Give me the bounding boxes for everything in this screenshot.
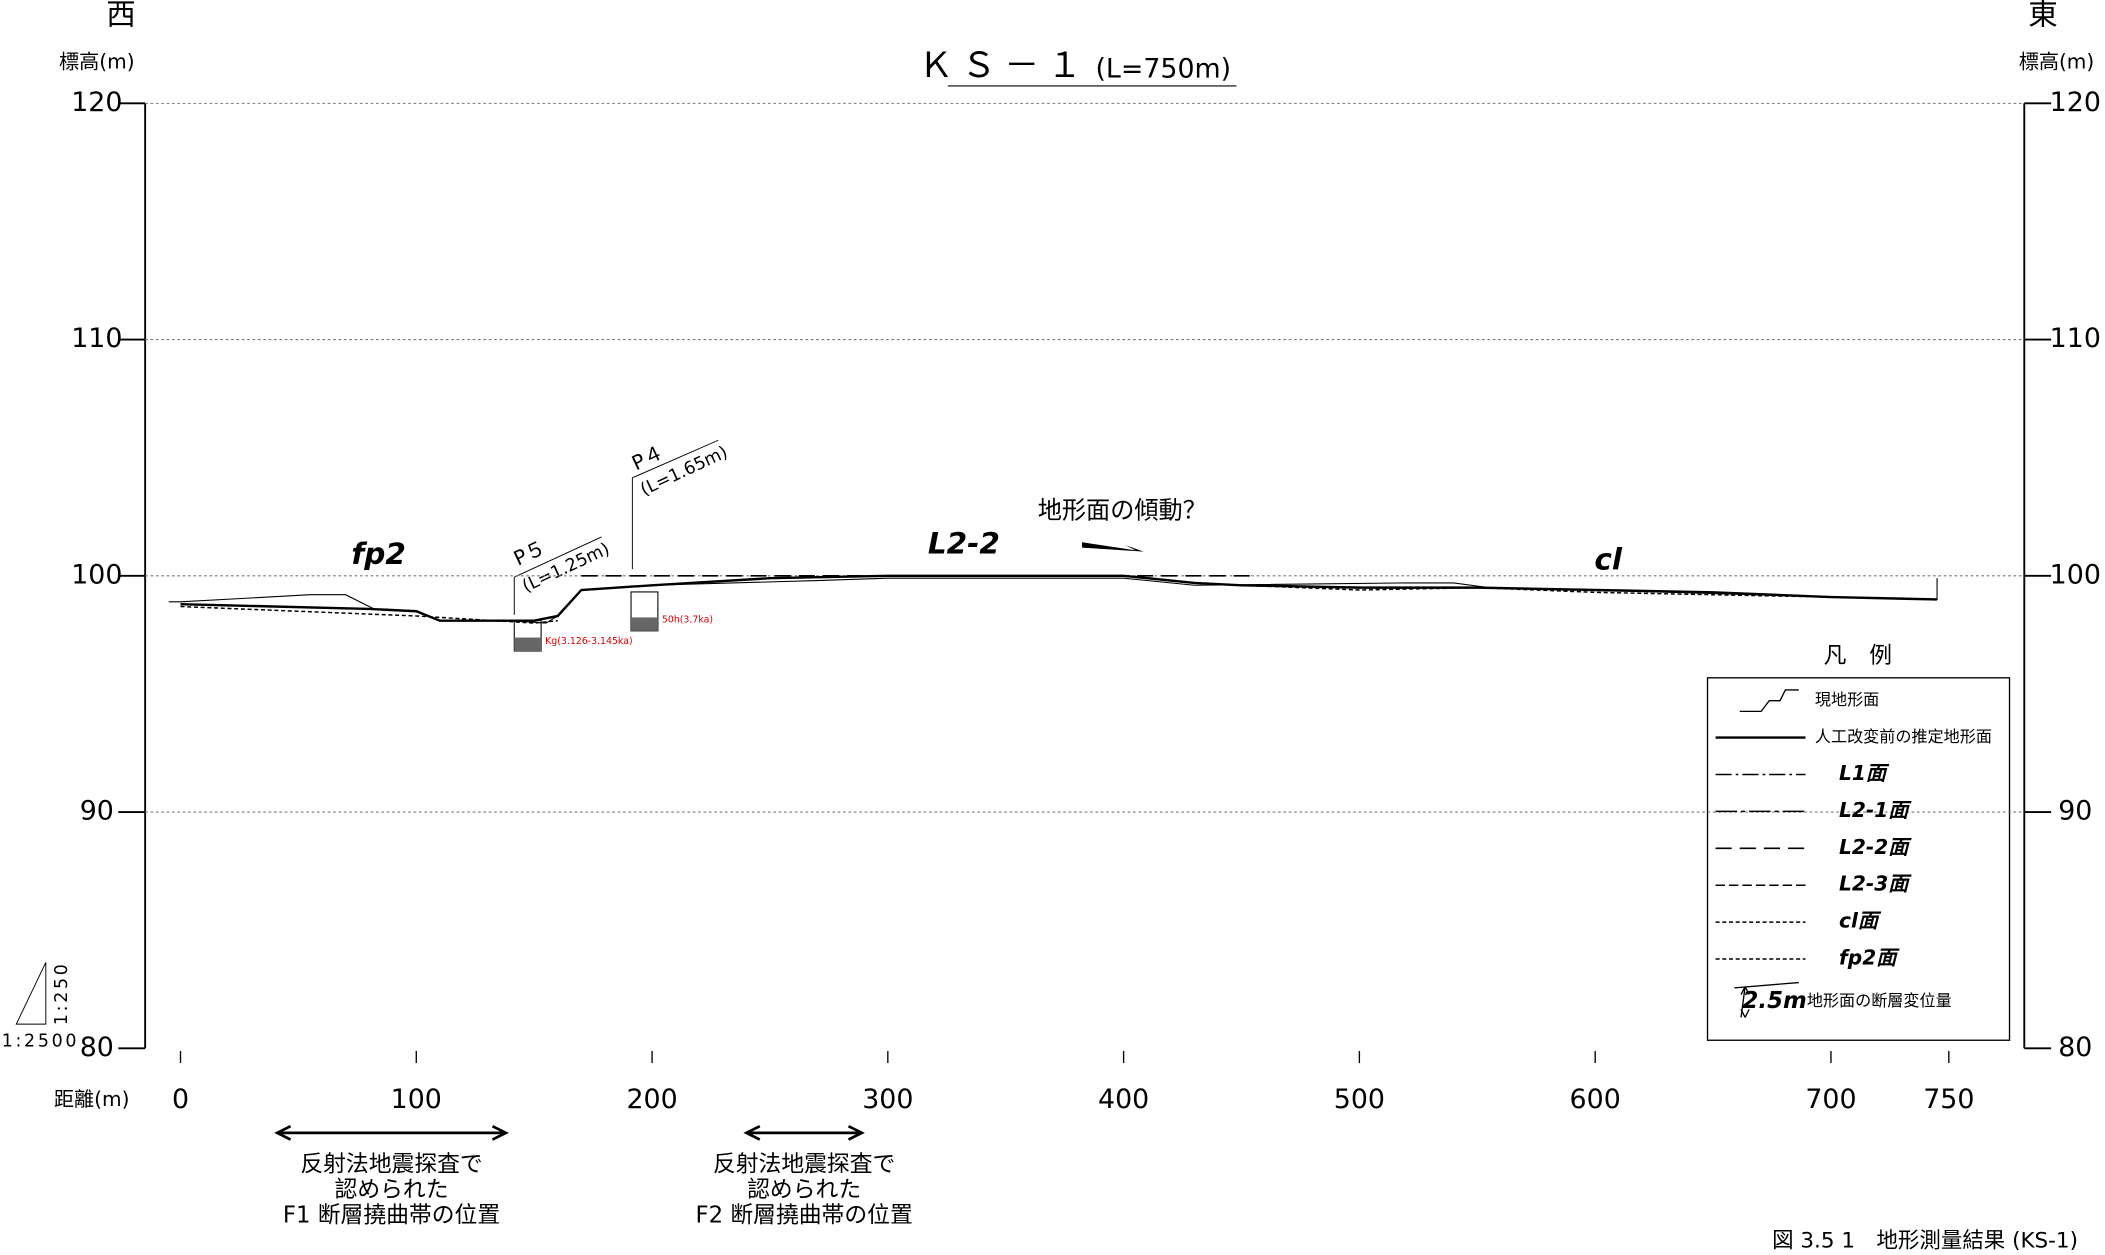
y-tick-label: 110 (71, 323, 122, 354)
pit-age: 50h(3.7ka) (662, 615, 713, 626)
legend-label: 現地形面 (1815, 690, 1879, 709)
fault-zone-label: F2 断層撓曲帯の位置 (696, 1203, 913, 1229)
scale-triangle (15, 962, 47, 1025)
y2-tick-label: 90 (2058, 796, 2092, 827)
legend-label: cl面 (1839, 909, 1882, 933)
pit-leader (514, 536, 602, 578)
pit-column (514, 637, 542, 651)
pit-leader (632, 439, 719, 479)
x-tick-label: 500 (1334, 1084, 1385, 1115)
legend-label: L1面 (1839, 761, 1890, 785)
chart-title: ＫＳ－１ (918, 46, 1090, 86)
y2-tick-label: 100 (2050, 559, 2101, 590)
y2-tick-label: 120 (2050, 87, 2101, 118)
pit: P４ (L=1.65m) 50h(3.7ka) (628, 439, 731, 632)
series-line (180, 574, 1938, 622)
pit: P５ (L=1.25m) Kg(3.126-3.145ka) (510, 535, 633, 652)
fault-zone-label: 反射法地震探査で (713, 1152, 895, 1178)
pit-column (631, 617, 658, 631)
y-tick-label: 120 (71, 87, 122, 118)
legend-swatch (1739, 689, 1799, 713)
series-line (168, 577, 1938, 624)
y2-tick-label: 110 (2050, 323, 2101, 354)
x-tick-label: 600 (1570, 1084, 1621, 1115)
legend-label: fp2面 (1839, 946, 1900, 970)
x-tick-label: 750 (1923, 1084, 1974, 1115)
scale-horizontal: 1:2500 (2, 1032, 79, 1052)
tilt-label: 地形面の傾動？ (1038, 496, 1207, 524)
x-tick-label: 0 (172, 1084, 189, 1115)
tilt-arrow (1082, 542, 1144, 552)
fault-zone-label: 認められた (747, 1177, 861, 1203)
displacement-value: 2.5m (1743, 988, 1807, 1014)
y2-tick-label: 80 (2058, 1032, 2092, 1063)
surface-label: cl (1594, 543, 1622, 577)
east-label: 東 (2028, 0, 2058, 32)
surface-label: L2-2 (928, 526, 1000, 560)
fault-zone-arrow (274, 1124, 509, 1141)
legend-label: 人工改変前の推定地形面 (1815, 727, 1992, 746)
legend-label: L2-1面 (1839, 798, 1912, 822)
y-tick-label: 100 (71, 559, 122, 590)
y-tick-label: 90 (80, 796, 114, 827)
y2-axis-label: 標高(m) (2019, 50, 2095, 74)
legend-title: 凡 例 (1824, 643, 1892, 669)
displacement-label: 地形面の断層変位量 (1807, 991, 1952, 1010)
displacement-icon (1734, 981, 1799, 1018)
chart-subtitle: (L=750m) (1095, 53, 1231, 84)
scale-vertical: 1:250 (52, 961, 72, 1025)
y-tick-label: 80 (80, 1032, 114, 1063)
surface-label: fp2 (351, 537, 406, 571)
legend-label: L2-3面 (1839, 872, 1912, 896)
series-line (180, 605, 558, 624)
y-axis-label: 標高(m) (59, 50, 135, 74)
fault-zone-arrow (743, 1124, 865, 1141)
x-tick-label: 700 (1805, 1084, 1856, 1115)
caption: 図 3.5 1 地形測量結果 (KS-1) (1772, 1229, 2078, 1254)
fault-zone-label: F1 断層撓曲帯の位置 (283, 1203, 500, 1229)
series-line (1241, 584, 1938, 601)
x-axis-label: 距離(m) (54, 1087, 130, 1111)
x-tick-label: 300 (862, 1084, 913, 1115)
x-tick-label: 200 (626, 1084, 677, 1115)
fault-zone-label: 反射法地震探査で (300, 1152, 482, 1178)
fault-zone-label: 認められた (335, 1177, 449, 1203)
legend-label: L2-2面 (1839, 835, 1912, 859)
west-label: 西 (106, 0, 136, 32)
x-tick-label: 400 (1098, 1084, 1149, 1115)
pit-age: Kg(3.126-3.145ka) (545, 636, 632, 647)
pit-name: P５ (510, 535, 549, 570)
x-tick-label: 100 (391, 1084, 442, 1115)
